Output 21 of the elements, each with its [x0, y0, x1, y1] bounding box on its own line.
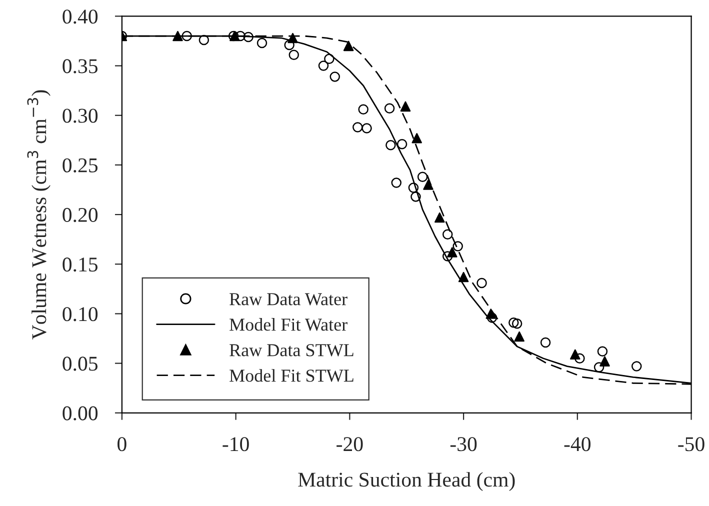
x-tick-label: -20 — [336, 437, 363, 452]
legend-label: Raw Data STWL — [230, 344, 354, 356]
x-tick-label: -10 — [222, 437, 249, 452]
x-tick-label: 0 — [118, 437, 126, 452]
x-tick-label: -30 — [450, 437, 477, 452]
y-tick-label: 0.05 — [62, 356, 98, 371]
y-axis-title: Volume Wetness (cm$^{3}$ cm$^{−3}$) — [27, 90, 50, 340]
x-tick-label: -40 — [564, 437, 590, 452]
y-tick-label: 0.35 — [62, 59, 98, 74]
y-tick-label: 0.20 — [62, 208, 98, 222]
y-tick-label: 0.00 — [62, 406, 98, 420]
legend-label: Model Fit Water — [230, 318, 348, 331]
x-tick-label: -50 — [678, 437, 704, 452]
legend-label: Model Fit STWL — [230, 369, 354, 382]
y-tick-label: 0.30 — [62, 108, 98, 123]
x-axis-title: Matric Suction Head (cm) — [298, 472, 515, 491]
y-tick-label: 0.40 — [62, 10, 98, 24]
legend-label: Raw Data Water — [230, 293, 348, 306]
y-tick-label: 0.25 — [62, 158, 98, 172]
y-tick-label: 0.10 — [62, 307, 98, 322]
y-tick-label: 0.15 — [62, 258, 98, 272]
